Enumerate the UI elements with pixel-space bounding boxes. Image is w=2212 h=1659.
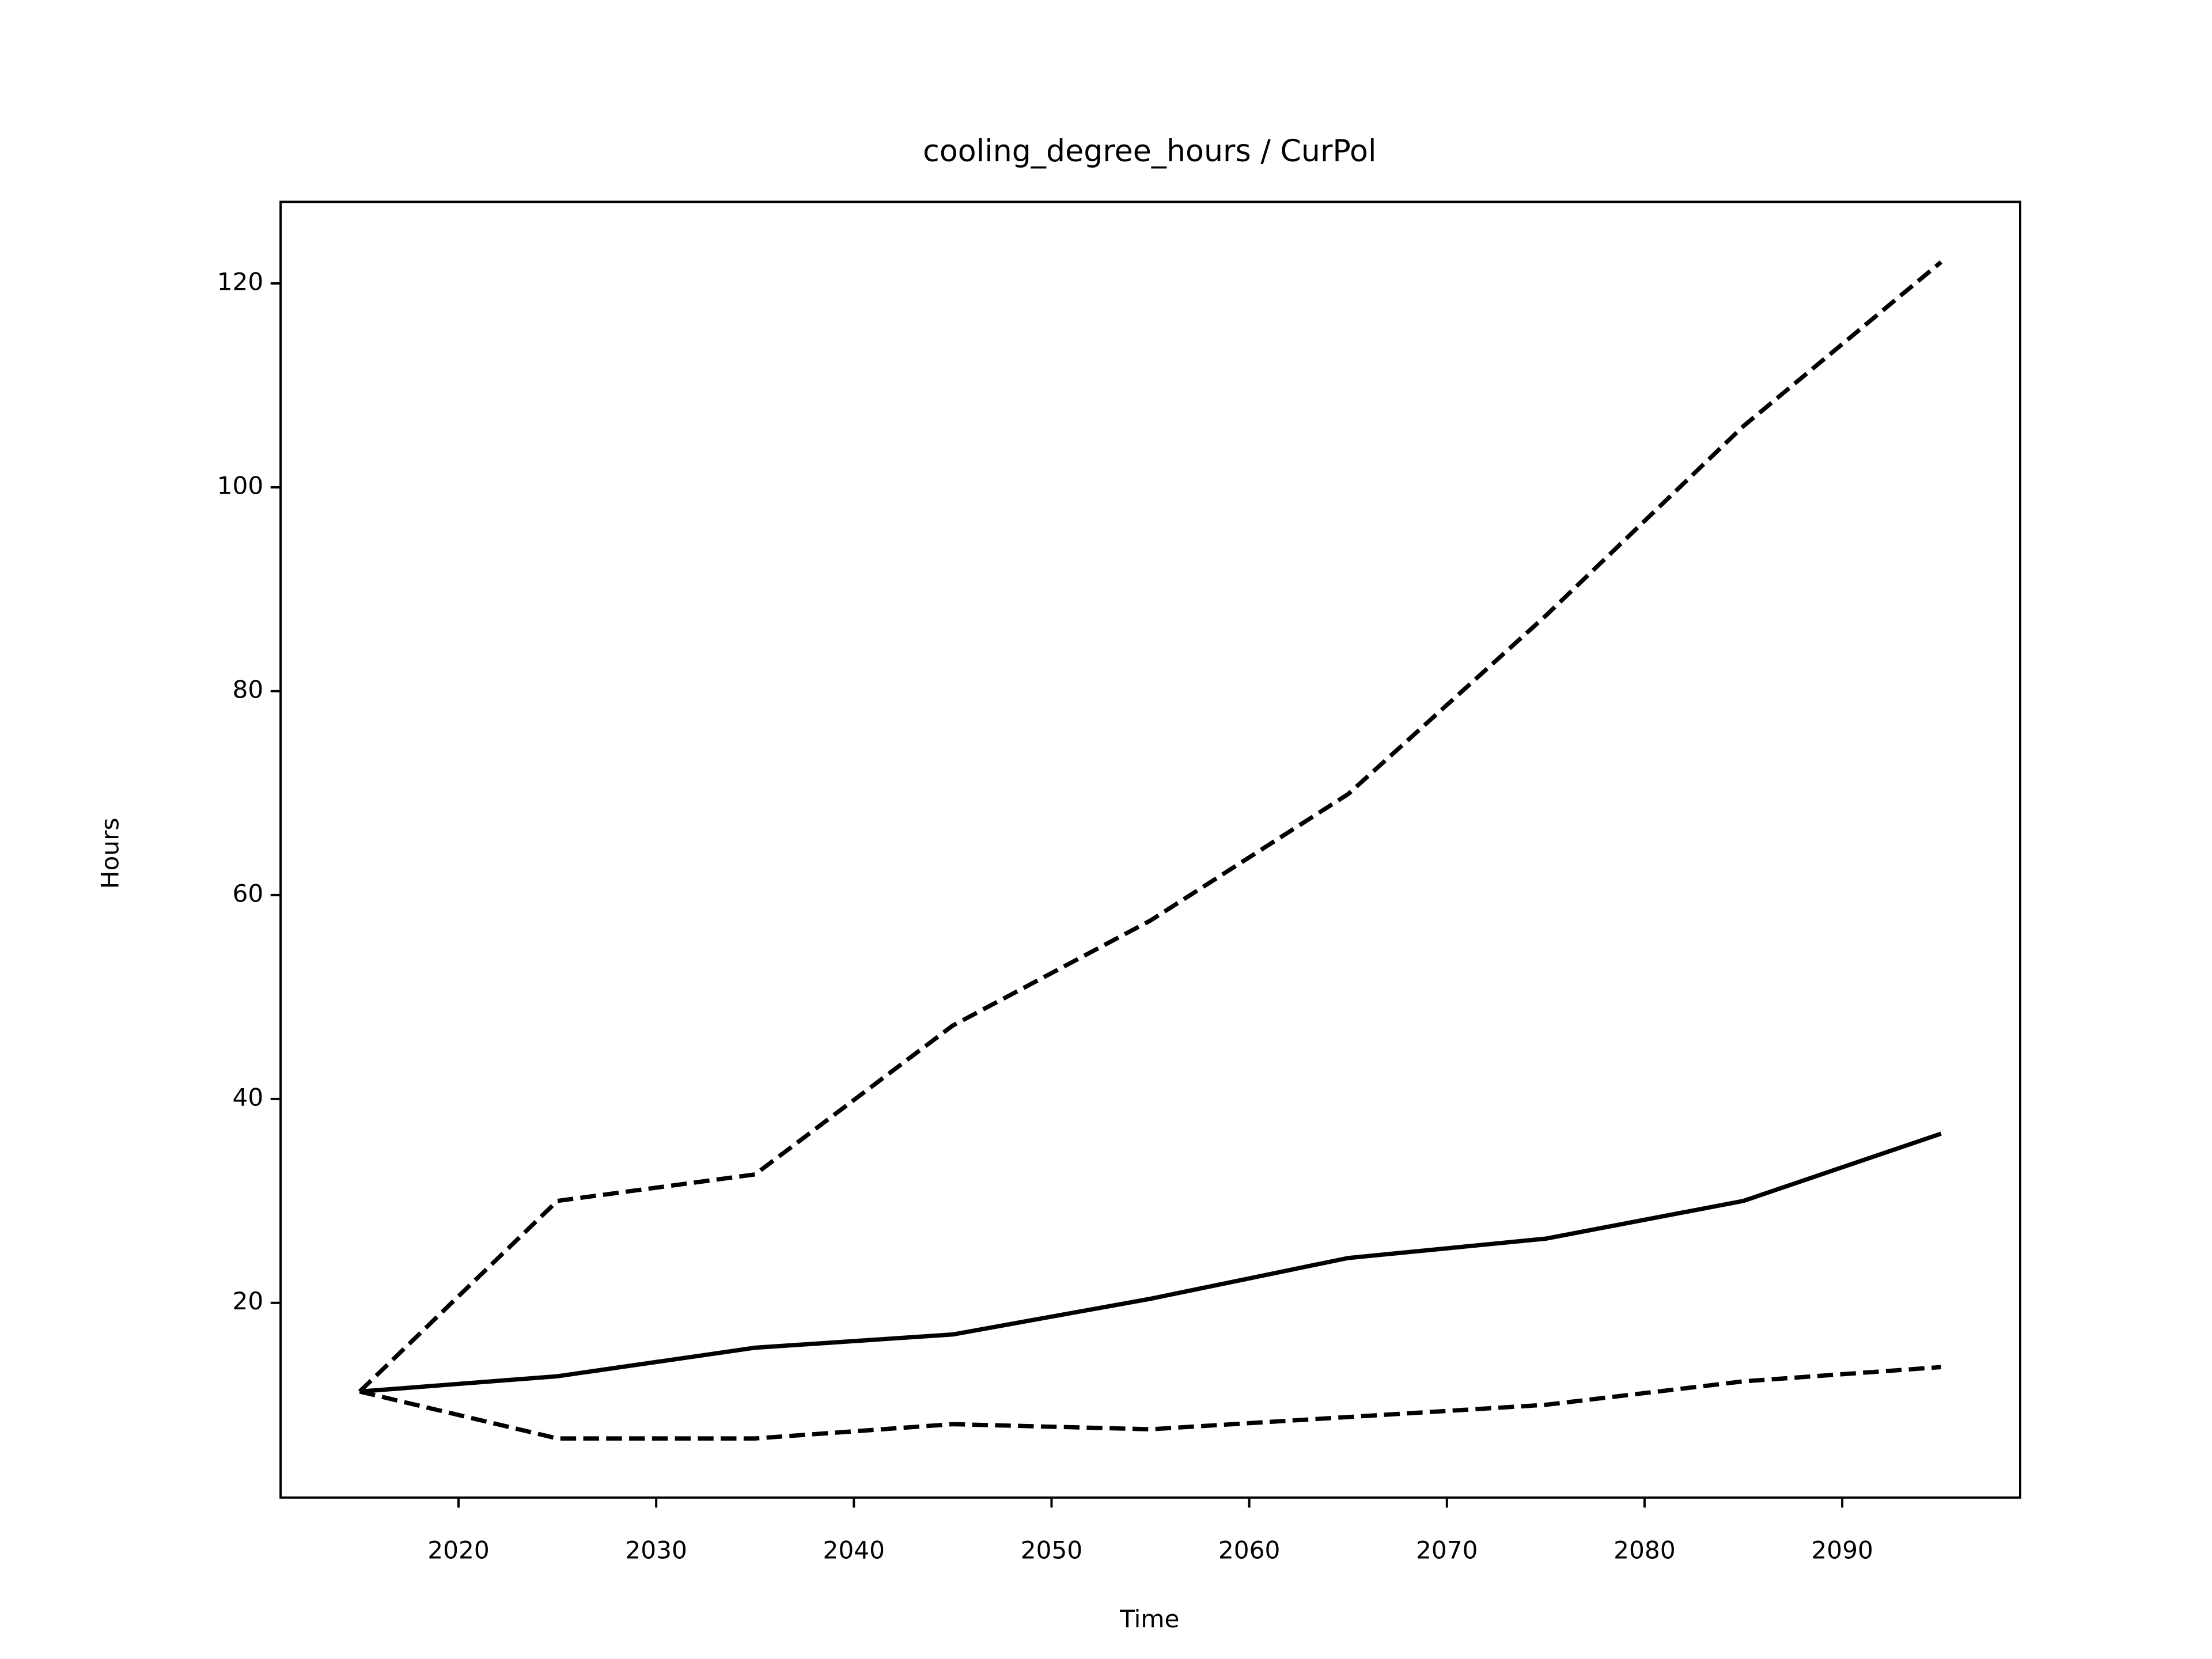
data-line (359, 1131, 1942, 1394)
x-tick-label: 2020 (427, 1536, 490, 1565)
x-tick-label: 2060 (1218, 1536, 1281, 1565)
y-tick-label: 120 (217, 268, 264, 296)
y-tick-label: 60 (233, 879, 264, 907)
x-tick-label: 2050 (1021, 1536, 1083, 1565)
y-tick-label: 40 (233, 1083, 264, 1111)
x-tick-label: 2040 (823, 1536, 885, 1565)
y-axis-label: Hours (96, 817, 124, 889)
y-tick-label: 20 (233, 1287, 264, 1315)
y-tick-label: 80 (233, 675, 264, 703)
x-tick-label: 2070 (1416, 1536, 1478, 1565)
x-axis-label: Time (1119, 1605, 1179, 1633)
y-tick-label: 100 (217, 471, 264, 499)
plot-frame (279, 200, 2021, 1499)
chart-title: cooling_degree_hours / CurPol (923, 134, 1376, 169)
x-tick-label: 2080 (1613, 1536, 1676, 1565)
x-tick-label: 2030 (625, 1536, 687, 1565)
x-tick-label: 2090 (1811, 1536, 1873, 1565)
data-line (358, 260, 1943, 1393)
